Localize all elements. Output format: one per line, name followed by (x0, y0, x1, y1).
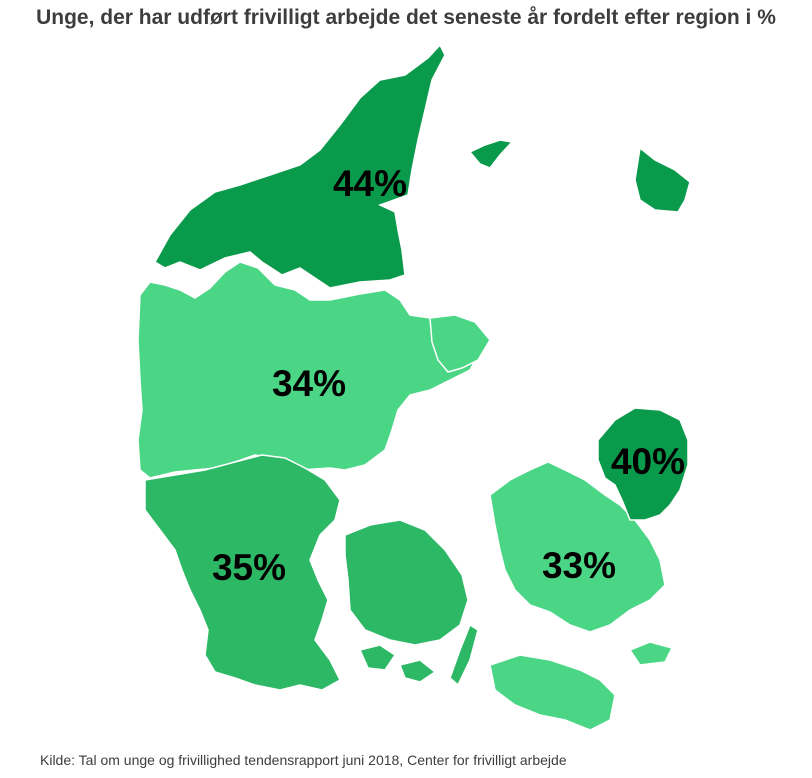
region-hovedstaden (597, 146, 691, 521)
nordjylland-shape (153, 43, 446, 289)
moen-island (628, 641, 674, 666)
region-sjaelland (489, 461, 674, 731)
hovedstaden-shape (597, 407, 689, 521)
sjaelland-shape (489, 461, 666, 633)
bornholm-island (634, 146, 691, 213)
langeland-island (449, 623, 479, 687)
region-midtjylland (137, 261, 491, 479)
label-nordjylland: 44% (333, 163, 407, 204)
als-island (358, 644, 397, 671)
label-syddanmark: 35% (212, 547, 286, 588)
label-sjaelland: 33% (542, 545, 616, 586)
map-title: Unge, der har udført frivilligt arbejde … (36, 6, 776, 29)
aeroe-island (398, 659, 437, 683)
region-syddanmark (144, 454, 479, 691)
region-nordjylland (153, 43, 514, 289)
fyn-island (344, 519, 469, 646)
source-note: Kilde: Tal om unge og frivillighed tende… (40, 752, 567, 768)
djursland-peninsula (429, 314, 491, 373)
label-midtjylland: 34% (272, 363, 346, 404)
midtjylland-shape (137, 261, 481, 479)
laeso-island (468, 139, 514, 169)
lolland-falster (489, 654, 616, 731)
syddanmark-jutland-shape (144, 454, 341, 691)
label-hovedstaden: 40% (611, 441, 685, 482)
